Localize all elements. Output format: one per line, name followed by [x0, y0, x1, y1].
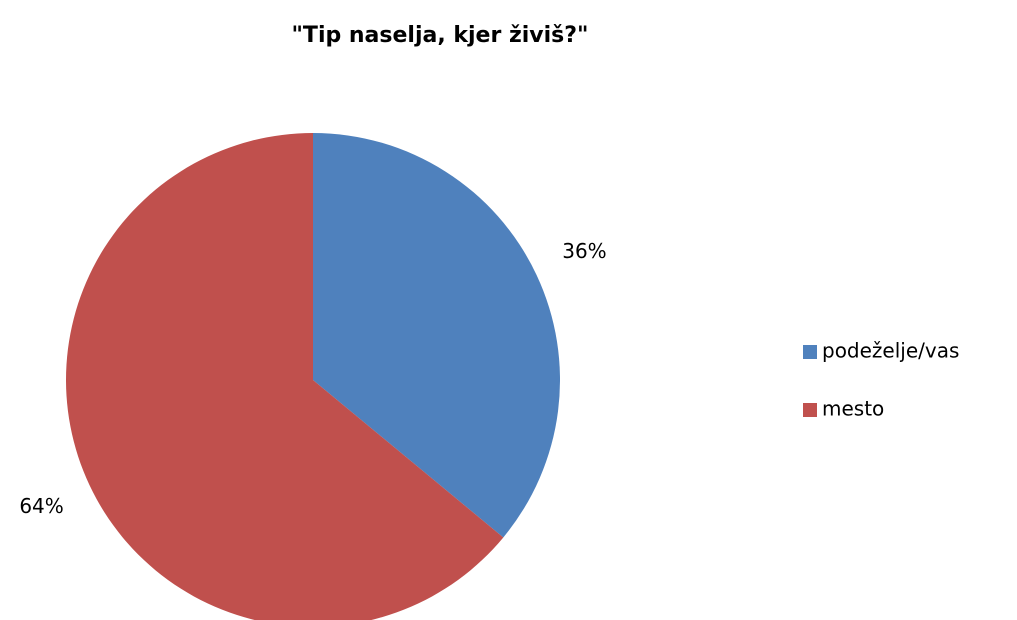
- legend-label: mesto: [822, 397, 884, 421]
- chart-title: "Tip naselja, kjer živiš?": [291, 23, 588, 48]
- legend-swatch: [803, 403, 817, 417]
- pie-slice: [66, 133, 504, 620]
- legend-swatch: [803, 345, 817, 359]
- data-label: 64%: [19, 494, 63, 518]
- pie-slice: [313, 133, 560, 538]
- data-label: 36%: [562, 239, 606, 263]
- legend-label: podeželje/vas: [822, 339, 959, 363]
